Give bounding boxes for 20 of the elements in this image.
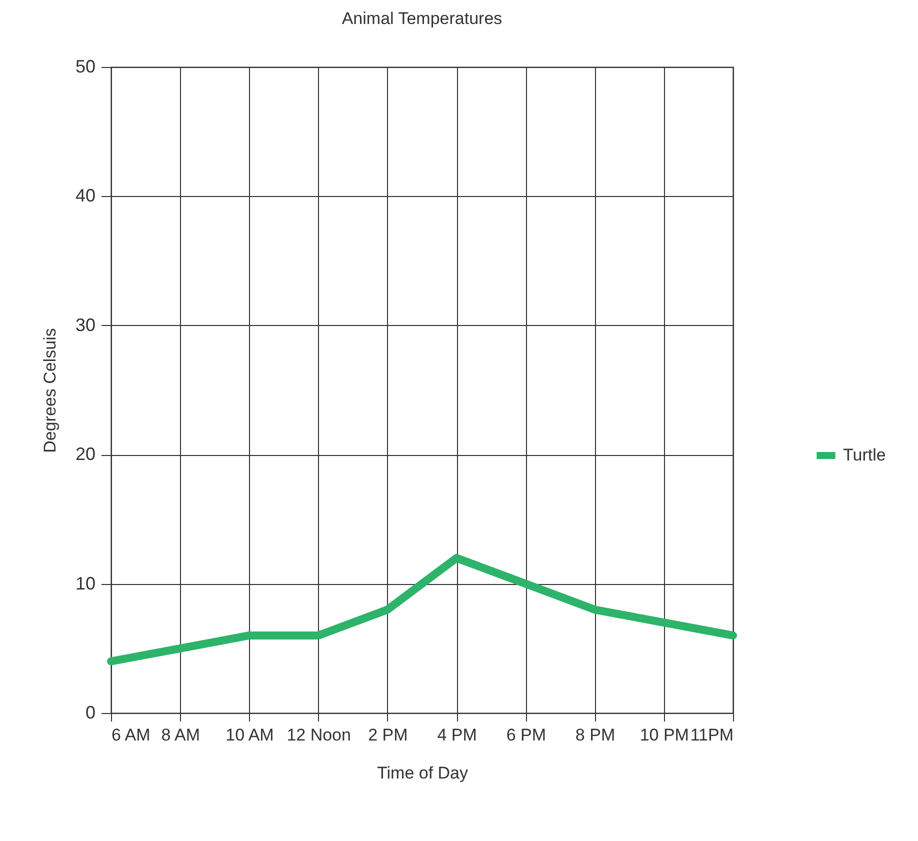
x-tick-label: 6 AM — [112, 726, 150, 744]
x-tick-label: 2 PM — [368, 726, 408, 744]
y-tick-label: 40 — [75, 186, 96, 206]
y-tick-label: 20 — [75, 444, 96, 464]
y-tick-label: 50 — [75, 56, 96, 76]
x-tick-label: 12 Noon — [286, 726, 351, 744]
x-tick-label: 8 PM — [575, 726, 616, 744]
x-tick-label: 8 AM — [161, 726, 200, 744]
x-tick-label: 4 PM — [437, 726, 477, 744]
x-tick-label: 6 PM — [506, 726, 546, 744]
y-tick-label: 0 — [85, 702, 96, 722]
y-tick-label: 10 — [75, 573, 96, 594]
x-tick-label: 11PM — [690, 726, 734, 744]
chart-title: Animal Temperatures — [342, 9, 502, 28]
y-axis-title: Degrees Celsuis — [40, 328, 60, 453]
y-tick-label: 30 — [75, 314, 96, 335]
x-tick-label: 10 AM — [226, 726, 274, 744]
legend-label: Turtle — [843, 445, 886, 464]
x-tick-label: 10 PM — [640, 726, 689, 744]
x-axis-title: Time of Day — [376, 764, 468, 782]
